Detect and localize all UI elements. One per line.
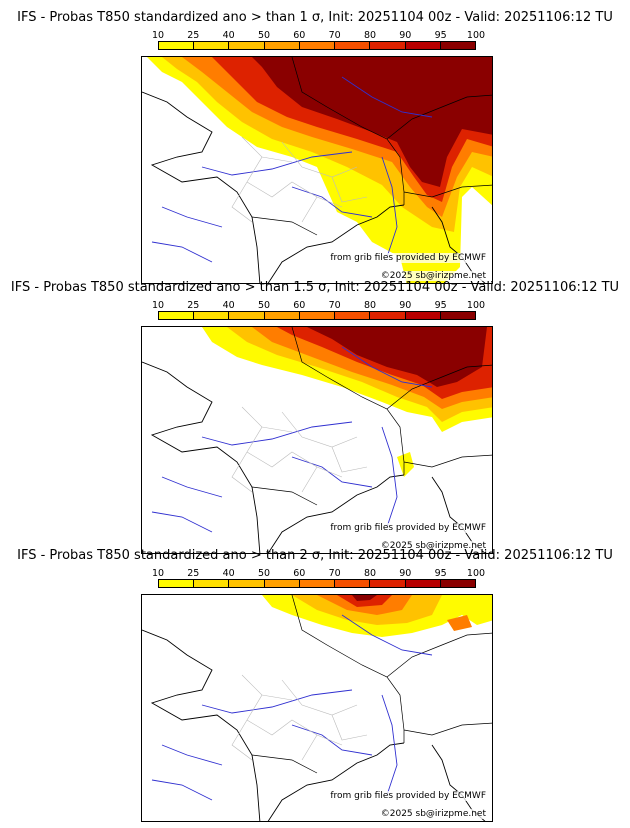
colorbar-segment (440, 580, 475, 587)
colorbar-ticks: 10 25 40 50 60 70 80 90 95 100 (152, 300, 485, 311)
colorbar-segment (159, 580, 195, 587)
panel-title: IFS - Probas T850 standardized ano > tha… (10, 280, 620, 295)
colorbar-segment (405, 42, 441, 49)
prob-90 (307, 327, 487, 387)
colorbar-segment (159, 42, 195, 49)
colorbar-tick: 60 (293, 30, 306, 41)
colorbar-segment (194, 580, 230, 587)
colorbar-tick: 25 (187, 300, 200, 311)
colorbar-segment (229, 580, 265, 587)
colorbar-tick: 95 (434, 568, 447, 579)
colorbar (158, 579, 476, 588)
credit-copyright: ©2025 sb@irizpme.net (378, 809, 488, 819)
colorbar-segment (370, 312, 406, 319)
colorbar-tick: 70 (328, 568, 341, 579)
borders (251, 595, 492, 774)
colorbar-segment (299, 580, 336, 587)
colorbar-tick: 80 (363, 30, 377, 41)
colorbar-tick: 10 (151, 300, 165, 311)
colorbar-segment (405, 580, 441, 587)
map-graphic (142, 57, 492, 283)
prob-90 (352, 595, 377, 601)
credit-grib: from grib files provided by ECMWF (328, 523, 488, 533)
colorbar-tick: 40 (222, 30, 235, 41)
colorbar-segment (299, 312, 336, 319)
colorbar-segment (440, 312, 475, 319)
colorbar-tick: 40 (222, 568, 235, 579)
colorbar-tick: 90 (399, 300, 412, 311)
map-france: from grib files provided by ECMWF ©2025 … (141, 56, 493, 284)
colorbar-tick: 40 (222, 300, 235, 311)
map-graphic (142, 327, 492, 553)
colorbar-segment (159, 312, 195, 319)
colorbar-segment (405, 312, 441, 319)
colorbar-tick: 25 (187, 30, 200, 41)
colorbar-tick: 80 (363, 568, 377, 579)
borders (251, 57, 492, 236)
colorbar-segment (370, 42, 406, 49)
colorbar-tick: 80 (363, 300, 377, 311)
colorbar-tick: 100 (466, 300, 486, 311)
colorbar-tick: 60 (293, 568, 306, 579)
colorbar-tick: 60 (293, 300, 306, 311)
colorbar-tick: 90 (399, 568, 412, 579)
colorbar-segment (335, 42, 371, 49)
colorbar-tick: 10 (151, 568, 165, 579)
colorbar-segment (370, 580, 406, 587)
colorbar-tick: 50 (257, 30, 271, 41)
borders (251, 327, 492, 506)
colorbar-segment (335, 580, 371, 587)
credit-copyright: ©2025 sb@irizpme.net (378, 541, 488, 551)
departments (231, 136, 368, 223)
rivers (151, 614, 433, 801)
colorbar-tick: 50 (257, 568, 271, 579)
departments (231, 674, 368, 761)
colorbar-segment (229, 42, 265, 49)
colorbar-segment (229, 312, 265, 319)
panel-title: IFS - Probas T850 standardized ano > tha… (17, 10, 613, 25)
rivers (151, 76, 433, 263)
colorbar-segment (440, 42, 475, 49)
prob-east (447, 615, 472, 631)
colorbar-ticks: 10 25 40 50 60 70 80 90 95 100 (152, 568, 485, 579)
prob-70 (337, 595, 392, 607)
colorbar-tick: 50 (257, 300, 271, 311)
map-graphic (142, 595, 492, 821)
colorbar-segment (264, 580, 300, 587)
panel-2: IFS - Probas T850 standardized ano > tha… (0, 278, 630, 554)
map-france: from grib files provided by ECMWF ©2025 … (141, 594, 493, 822)
colorbar-tick: 95 (434, 300, 447, 311)
colorbar-tick: 70 (328, 300, 341, 311)
prob-10-corsica (397, 452, 414, 477)
colorbar-tick: 95 (434, 30, 447, 41)
colorbar-segment (264, 42, 300, 49)
colorbar (158, 41, 476, 50)
panel-1: IFS - Probas T850 standardized ano > tha… (0, 8, 630, 284)
colorbar-tick: 100 (466, 568, 486, 579)
panel-title: IFS - Probas T850 standardized ano > tha… (17, 548, 613, 563)
colorbar-segment (299, 42, 336, 49)
colorbar-segment (194, 312, 230, 319)
colorbar-tick: 25 (187, 568, 200, 579)
map-france: from grib files provided by ECMWF ©2025 … (141, 326, 493, 554)
rivers (151, 346, 433, 533)
departments (231, 406, 368, 493)
credit-grib: from grib files provided by ECMWF (328, 791, 488, 801)
prob-90 (252, 57, 492, 187)
credit-copyright: ©2025 sb@irizpme.net (378, 271, 488, 281)
credit-grib: from grib files provided by ECMWF (328, 253, 488, 263)
colorbar (158, 311, 476, 320)
colorbar-segment (335, 312, 371, 319)
colorbar-ticks: 10 25 40 50 60 70 80 90 95 100 (152, 30, 485, 41)
colorbar-tick: 90 (399, 30, 412, 41)
colorbar-tick: 100 (466, 30, 486, 41)
colorbar-tick: 10 (151, 30, 165, 41)
colorbar-segment (264, 312, 300, 319)
colorbar-tick: 70 (328, 30, 341, 41)
colorbar-segment (194, 42, 230, 49)
panel-3: IFS - Probas T850 standardized ano > tha… (0, 546, 630, 822)
